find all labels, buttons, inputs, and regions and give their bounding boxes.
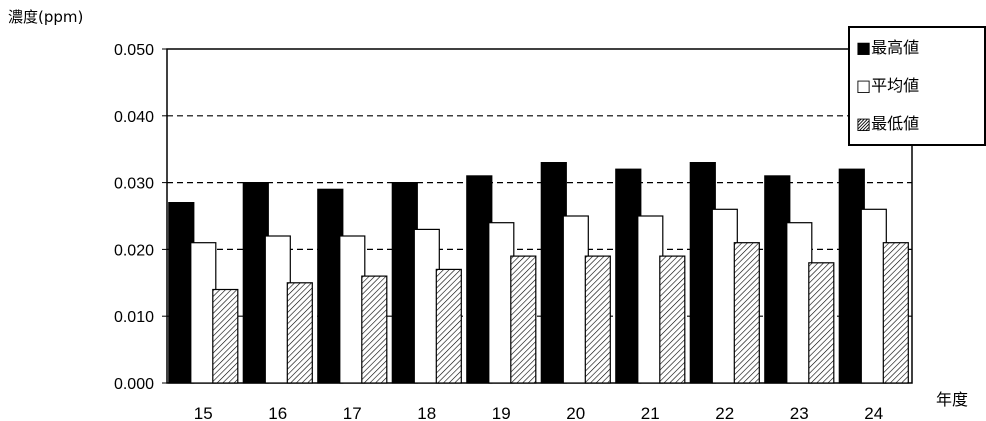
bar-max bbox=[540, 162, 567, 384]
x-tick-label: 20 bbox=[566, 404, 585, 421]
bar-max bbox=[466, 175, 493, 384]
y-axis-label: 濃度(ppm) bbox=[8, 8, 84, 26]
bar-avg bbox=[264, 235, 291, 384]
bar-max bbox=[168, 202, 195, 384]
bar-max bbox=[615, 168, 642, 384]
bar-min bbox=[361, 275, 388, 384]
bar-avg bbox=[786, 222, 813, 384]
y-tick-label: 0.030 bbox=[114, 176, 154, 193]
bar-min bbox=[510, 255, 537, 384]
y-tick-label: 0.020 bbox=[114, 242, 154, 259]
x-tick-label: 19 bbox=[492, 404, 511, 421]
x-tick-label: 15 bbox=[194, 404, 213, 421]
plot-area bbox=[166, 48, 913, 384]
bar-avg bbox=[190, 242, 217, 384]
y-tick-label: 0.040 bbox=[114, 109, 154, 126]
bar-avg bbox=[413, 228, 440, 384]
y-tick-label: 0.050 bbox=[114, 42, 154, 59]
bar-min bbox=[286, 282, 313, 384]
legend: ■最高値 □平均値 ▨最低値 bbox=[848, 26, 986, 146]
bar-min bbox=[733, 242, 760, 384]
bar-avg bbox=[711, 208, 738, 384]
bar-min bbox=[882, 242, 909, 384]
legend-label-min: ▨最低値 bbox=[856, 114, 920, 133]
bar-max bbox=[242, 182, 269, 384]
x-tick-label: 17 bbox=[343, 404, 362, 421]
x-tick-label: 22 bbox=[715, 404, 734, 421]
legend-item-avg: □平均値 bbox=[856, 72, 919, 96]
x-tick-label: 21 bbox=[641, 404, 660, 421]
legend-label-avg: □平均値 bbox=[856, 76, 920, 95]
legend-item-max: ■最高値 bbox=[856, 34, 919, 58]
x-tick-label: 23 bbox=[790, 404, 809, 421]
legend-item-min: ▨最低値 bbox=[856, 110, 919, 134]
x-tick-label: 24 bbox=[864, 404, 883, 421]
bar-min bbox=[212, 288, 239, 384]
bar-avg bbox=[488, 222, 515, 384]
x-tick-label: 16 bbox=[268, 404, 287, 421]
x-tick-label: 18 bbox=[417, 404, 436, 421]
bar-min bbox=[584, 255, 611, 384]
bar-max bbox=[689, 162, 716, 384]
bar-avg bbox=[637, 215, 664, 384]
legend-label-max: ■最高値 bbox=[856, 38, 920, 57]
bar-max bbox=[317, 188, 344, 384]
bar-max bbox=[838, 168, 865, 384]
x-axis-label: 年度 bbox=[936, 390, 969, 409]
bar-avg bbox=[860, 208, 887, 384]
bar-avg bbox=[562, 215, 589, 384]
bar-min bbox=[659, 255, 686, 384]
bar-min bbox=[808, 262, 835, 384]
bar-max bbox=[764, 175, 791, 384]
bar-min bbox=[435, 268, 462, 384]
bar-avg bbox=[339, 235, 366, 384]
y-tick-label: 0.000 bbox=[114, 376, 154, 393]
y-tick-label: 0.010 bbox=[114, 309, 154, 326]
bar-max bbox=[391, 182, 418, 384]
